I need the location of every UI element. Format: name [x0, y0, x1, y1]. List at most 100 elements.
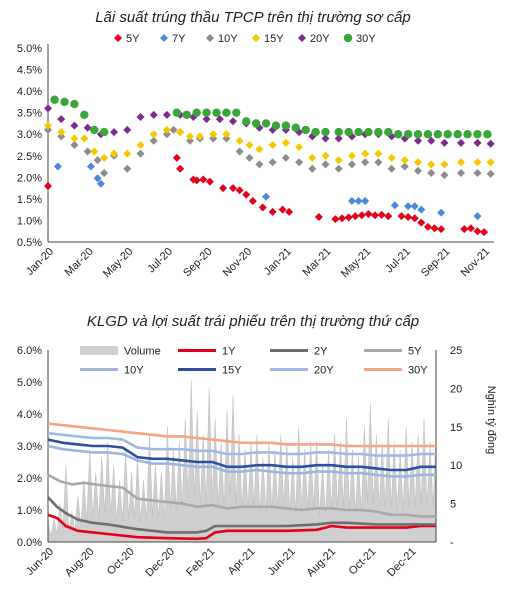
- chart1-point-7Y: [354, 197, 363, 206]
- chart1-point-20Y: [486, 139, 495, 148]
- chart1-point-20Y: [57, 115, 66, 124]
- primary-auction-chart: Lãi suất trúng thầu TPCP trên thị trường…: [17, 9, 495, 280]
- chart1-point-10Y: [100, 169, 109, 178]
- chart1-point-15Y: [80, 134, 89, 143]
- chart1-point-30Y: [50, 95, 59, 104]
- chart1-y-tick: 3.5%: [17, 108, 42, 120]
- chart1-x-tick: Sep-20: [181, 246, 215, 280]
- chart1-point-15Y: [222, 130, 231, 139]
- chart2-y-tick: 0.0%: [17, 537, 42, 549]
- chart1-point-10Y: [222, 134, 231, 143]
- chart2-volume-area: [47, 380, 437, 543]
- chart1-x-tick: Jul-21: [383, 246, 413, 276]
- chart2-x-tick: Aug-21: [305, 546, 339, 580]
- chart1-point-30Y: [271, 121, 281, 130]
- chart1-point-5Y: [235, 186, 244, 195]
- chart2-line-20Y: [47, 431, 436, 457]
- chart1-point-10Y: [57, 132, 66, 141]
- chart2-y2-tick: 5: [450, 499, 456, 511]
- chart1-legend-marker: [206, 34, 214, 42]
- chart1-legend-label: 10Y: [218, 33, 238, 45]
- chart2-y2-tick: 20: [450, 383, 462, 395]
- chart2-x-tick: Oct-20: [105, 546, 137, 578]
- chart2-lines: [47, 422, 436, 541]
- chart1-point-15Y: [245, 141, 254, 149]
- chart1-point-20Y: [334, 134, 343, 143]
- chart1-point-30Y: [354, 127, 363, 137]
- chart2-y-tick: 4.0%: [17, 409, 42, 421]
- chart1-point-30Y: [443, 130, 452, 139]
- chart2-title: KLGD và lợi suất trái phiếu trên thị trư…: [87, 313, 419, 330]
- chart1-point-15Y: [136, 141, 145, 149]
- chart1-y-tick: 2.5%: [17, 151, 42, 163]
- chart2-line-10Y: [47, 444, 436, 478]
- chart1-point-20Y: [83, 123, 92, 132]
- chart1-point-7Y: [404, 202, 413, 211]
- chart1-point-20Y: [70, 121, 79, 130]
- chart1-point-5Y: [314, 212, 323, 221]
- chart1-point-10Y: [374, 158, 383, 167]
- chart1-point-15Y: [387, 153, 396, 162]
- chart1-point-5Y: [229, 184, 238, 193]
- chart1-point-10Y: [473, 169, 482, 178]
- chart2-legend-label: 20Y: [314, 365, 334, 377]
- chart1-point-30Y: [291, 123, 300, 132]
- chart1-point-15Y: [268, 141, 277, 149]
- chart1-point-20Y: [440, 138, 449, 147]
- chart1-y-tick: 1.5%: [17, 194, 42, 206]
- chart1-y-tick: 4.5%: [17, 65, 42, 77]
- chart1-point-30Y: [242, 117, 251, 126]
- chart2-x-tick: Dec-20: [143, 546, 177, 580]
- chart1-point-10Y: [149, 136, 158, 145]
- chart1-y-tick: 3.0%: [17, 129, 42, 141]
- chart1-point-5Y: [172, 153, 181, 162]
- chart1-x-tick: Sep-21: [419, 246, 453, 280]
- chart1-legend-label: 7Y: [172, 33, 186, 45]
- chart1-x-tick: Nov-21: [459, 246, 493, 280]
- chart1-point-10Y: [268, 158, 277, 167]
- chart1-point-5Y: [285, 207, 294, 216]
- chart1-point-10Y: [387, 164, 396, 173]
- chart1-point-30Y: [364, 127, 373, 137]
- chart1-x-tick: May-21: [339, 246, 373, 280]
- chart1-point-30Y: [202, 108, 211, 117]
- secondary-market-chart: KLGD và lợi suất trái phiếu trên thị trư…: [17, 313, 497, 580]
- chart1-point-10Y: [334, 164, 343, 173]
- chart2-legend-label: 10Y: [124, 365, 144, 377]
- chart1-y-tick: 0.5%: [17, 237, 42, 249]
- chart1-point-15Y: [123, 149, 132, 158]
- chart1-point-5Y: [268, 207, 277, 216]
- chart1-legend-marker: [343, 33, 353, 43]
- chart1-point-30Y: [172, 108, 182, 117]
- chart1-point-10Y: [295, 158, 304, 167]
- chart1-marks: [44, 95, 495, 237]
- chart1-point-10Y: [427, 169, 436, 178]
- chart1-point-7Y: [437, 208, 446, 217]
- chart1-point-20Y: [321, 134, 330, 143]
- chart1-legend-marker: [160, 34, 168, 42]
- chart1-point-5Y: [404, 212, 413, 221]
- chart1-point-5Y: [480, 228, 489, 237]
- chart1-point-10Y: [400, 162, 409, 171]
- chart1-point-10Y: [347, 160, 356, 169]
- chart1-point-7Y: [93, 174, 102, 183]
- chart1-x-tick: Mar-20: [63, 246, 96, 279]
- chart1-point-15Y: [209, 130, 218, 139]
- chart1-point-15Y: [57, 128, 66, 137]
- chart2-y-tick: 6.0%: [17, 345, 42, 357]
- chart1-point-5Y: [351, 212, 360, 221]
- chart2-line-15Y: [47, 438, 436, 472]
- chart1-point-5Y: [44, 181, 52, 190]
- chart1-point-10Y: [308, 164, 317, 173]
- chart2-volume-area: [47, 380, 437, 543]
- chart2-x-tick: Aug-20: [63, 546, 97, 580]
- chart1-point-15Y: [486, 158, 495, 167]
- chart1-point-5Y: [344, 213, 353, 222]
- chart1-point-20Y: [427, 136, 436, 145]
- chart1-legend-label: 30Y: [356, 33, 376, 45]
- chart1-point-30Y: [222, 108, 231, 117]
- chart1-point-20Y: [202, 115, 211, 124]
- chart1-point-15Y: [361, 149, 370, 158]
- chart1-point-10Y: [186, 136, 195, 145]
- chart1-point-30Y: [473, 130, 482, 139]
